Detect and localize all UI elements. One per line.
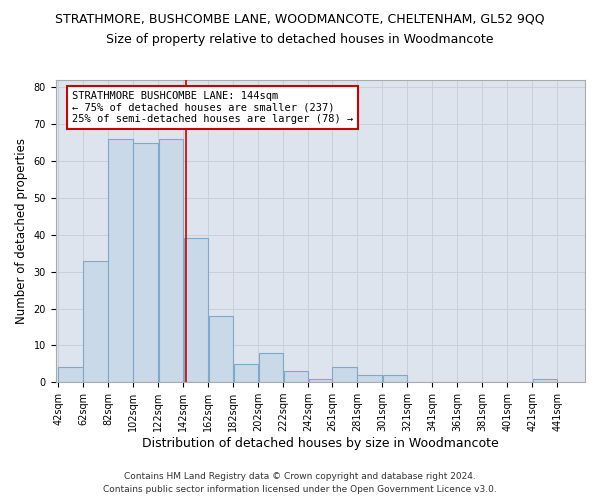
Y-axis label: Number of detached properties: Number of detached properties <box>15 138 28 324</box>
Bar <box>184 238 208 382</box>
Bar <box>233 364 258 382</box>
Text: STRATHMORE, BUSHCOMBE LANE, WOODMANCOTE, CHELTENHAM, GL52 9QQ: STRATHMORE, BUSHCOMBE LANE, WOODMANCOTE,… <box>55 12 545 26</box>
Bar <box>358 375 382 382</box>
Bar <box>133 142 158 382</box>
Bar <box>58 368 83 382</box>
Bar <box>533 378 557 382</box>
Text: Contains public sector information licensed under the Open Government Licence v3: Contains public sector information licen… <box>103 485 497 494</box>
Bar <box>158 139 183 382</box>
Bar <box>209 316 233 382</box>
Bar <box>109 139 133 382</box>
Text: Size of property relative to detached houses in Woodmancote: Size of property relative to detached ho… <box>106 32 494 46</box>
X-axis label: Distribution of detached houses by size in Woodmancote: Distribution of detached houses by size … <box>142 437 499 450</box>
Bar <box>284 371 308 382</box>
Bar <box>383 375 407 382</box>
Text: STRATHMORE BUSHCOMBE LANE: 144sqm
← 75% of detached houses are smaller (237)
25%: STRATHMORE BUSHCOMBE LANE: 144sqm ← 75% … <box>72 91 353 124</box>
Bar <box>308 378 332 382</box>
Bar <box>332 368 357 382</box>
Bar <box>83 260 108 382</box>
Bar <box>259 352 283 382</box>
Text: Contains HM Land Registry data © Crown copyright and database right 2024.: Contains HM Land Registry data © Crown c… <box>124 472 476 481</box>
